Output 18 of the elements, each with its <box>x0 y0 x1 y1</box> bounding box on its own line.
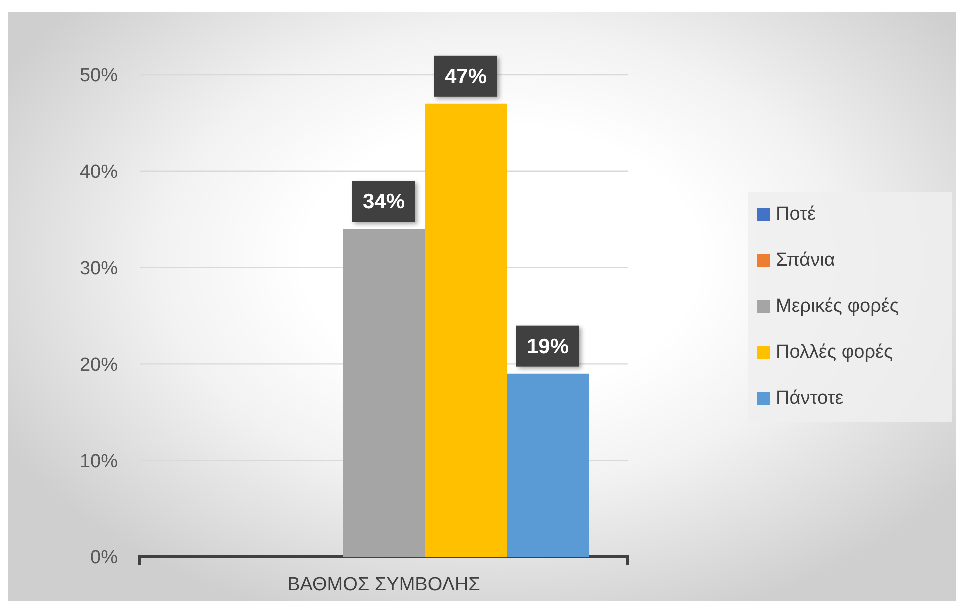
bar <box>343 229 425 557</box>
legend-label: Πολλές φορές <box>776 342 894 364</box>
legend-label: Ποτέ <box>776 204 816 226</box>
y-tick-label: 20% <box>80 354 118 376</box>
y-tick-label: 0% <box>90 548 118 569</box>
x-tick-label: ΒΑΘΜΟΣ ΣΥΜΒΟΛΗΣ <box>288 574 480 596</box>
data-label: 19% <box>526 334 570 358</box>
legend-label: Σπάνια <box>776 250 836 272</box>
y-tick-label: 40% <box>80 162 118 184</box>
legend-label: Πάντοτε <box>776 388 844 410</box>
data-label: 47% <box>444 64 488 88</box>
bar <box>425 104 507 557</box>
data-label: 34% <box>362 190 406 214</box>
bar <box>507 374 589 557</box>
y-tick-label: 10% <box>80 451 118 472</box>
y-tick-label: 50% <box>80 66 118 87</box>
legend-label: Μερικές φορές <box>776 296 900 318</box>
y-tick-label: 30% <box>80 258 118 280</box>
